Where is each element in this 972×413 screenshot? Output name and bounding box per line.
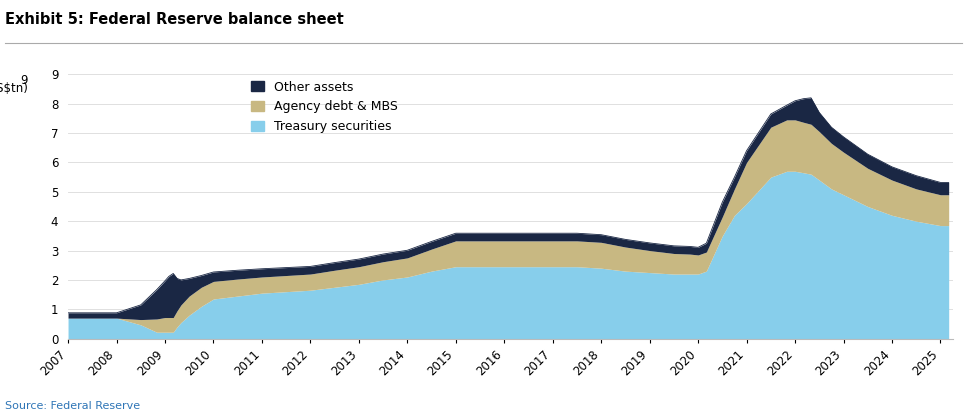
Text: Exhibit 5: Federal Reserve balance sheet: Exhibit 5: Federal Reserve balance sheet	[5, 12, 344, 27]
Text: Source: Federal Reserve: Source: Federal Reserve	[5, 401, 140, 411]
Text: 9: 9	[20, 74, 28, 87]
Text: (US$tn): (US$tn)	[0, 82, 28, 95]
Legend: Other assets, Agency debt & MBS, Treasury securities: Other assets, Agency debt & MBS, Treasur…	[251, 81, 398, 133]
